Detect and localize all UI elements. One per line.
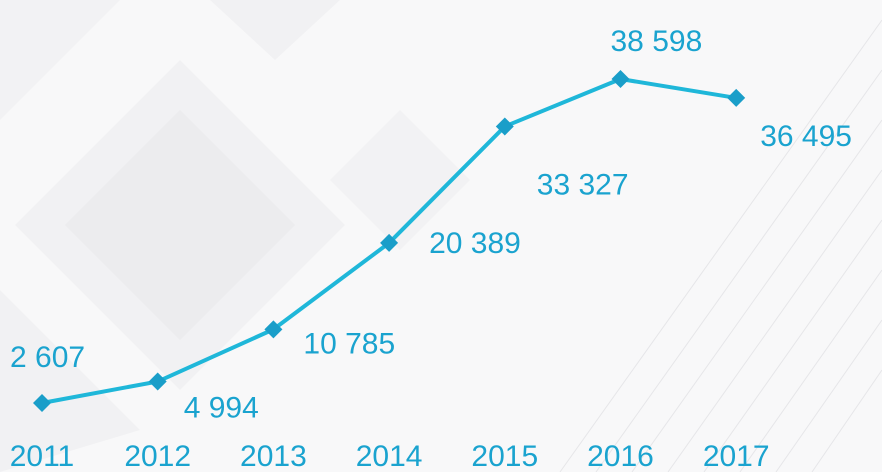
x-tick-label: 2015 <box>471 440 538 472</box>
marker <box>727 88 746 107</box>
marker <box>611 70 630 88</box>
x-tick-label: 2017 <box>703 440 770 472</box>
value-label: 36 495 <box>760 120 852 153</box>
value-label: 33 327 <box>537 168 629 201</box>
marker <box>148 372 167 391</box>
value-label: 4 994 <box>184 392 259 425</box>
marker <box>495 117 514 136</box>
x-tick-label: 2012 <box>124 440 191 472</box>
value-label: 2 607 <box>10 341 85 374</box>
value-label: 10 785 <box>303 327 395 360</box>
x-tick-label: 2014 <box>356 440 423 472</box>
x-tick-label: 2011 <box>10 440 75 472</box>
marker <box>380 233 399 252</box>
marker <box>264 320 283 339</box>
x-tick-label: 2016 <box>587 440 654 472</box>
marker <box>33 394 51 412</box>
value-label: 20 389 <box>429 227 521 260</box>
x-tick-label: 2013 <box>240 440 307 472</box>
value-label: 38 598 <box>611 25 703 58</box>
